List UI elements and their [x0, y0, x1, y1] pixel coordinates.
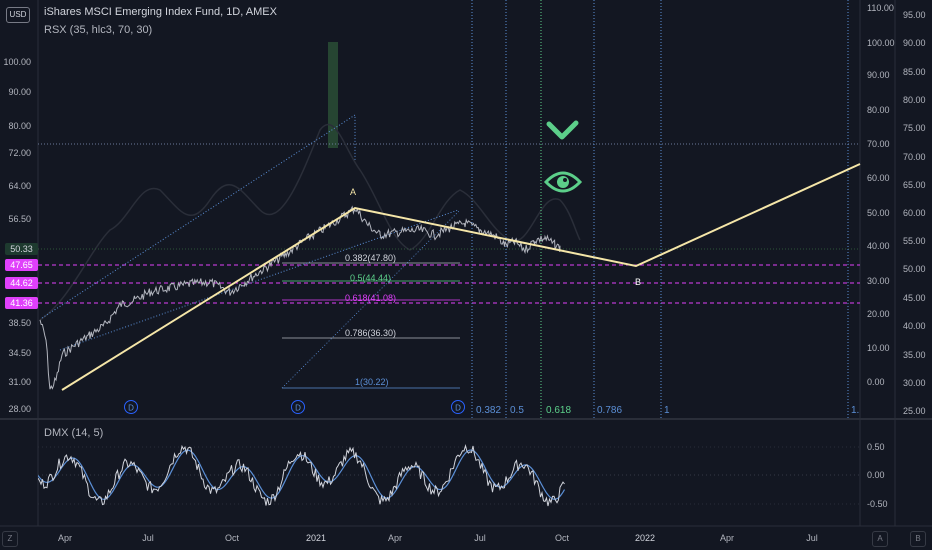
- rsx-axis-tick: 80.00: [867, 105, 890, 115]
- fib-time-label-05: 0.5: [510, 405, 524, 416]
- rsx-axis-tick: 0.00: [867, 377, 885, 387]
- right-axis-tick: 55.00: [903, 236, 926, 246]
- rsx-axis-tick: 40.00: [867, 241, 890, 251]
- right-axis-tick: 85.00: [903, 67, 926, 77]
- left-axis-tick: 28.00: [8, 404, 31, 414]
- dividend-marker-text: D: [455, 404, 461, 413]
- price-tag-bg: [5, 297, 38, 309]
- price-tag: 44.62: [10, 278, 33, 288]
- right-axis-tick: 40.00: [903, 321, 926, 331]
- time-axis-label: 2021: [306, 533, 326, 543]
- left-axis-tick: 100.00: [3, 57, 31, 67]
- fib-label-0786: 0.786(36.30): [345, 328, 396, 338]
- dmx-axis[interactable]: 0.50 0.00 -0.50: [867, 442, 888, 509]
- left-axis-tick: 64.00: [8, 181, 31, 191]
- symbol-title[interactable]: iShares MSCI Emerging Index Fund, 1D, AM…: [44, 6, 277, 18]
- left-axis-tick: 34.50: [8, 348, 31, 358]
- rsx-axis-tick: 50.00: [867, 208, 890, 218]
- price-tag: 41.36: [10, 298, 33, 308]
- time-axis-label: Oct: [225, 533, 240, 543]
- dmx-indicator-label[interactable]: DMX (14, 5): [44, 427, 104, 439]
- rsx-axis-tick: 100.00: [867, 38, 895, 48]
- left-axis-tick: 90.00: [8, 87, 31, 97]
- rsx-oscillator-line: [39, 123, 581, 321]
- right-axis-tick: 30.00: [903, 378, 926, 388]
- price-tag: 47.65: [10, 260, 33, 270]
- dividend-marker[interactable]: D: [291, 400, 305, 414]
- fib-label-1: 1(30.22): [355, 377, 389, 387]
- right-axis-tick: 70.00: [903, 152, 926, 162]
- rsx-axis-tick: 110.00: [867, 3, 894, 13]
- price-tag-bg: [5, 259, 38, 271]
- rsx-axis[interactable]: 110.00 100.00 90.00 80.00 70.00 60.00 50.00 40.…: [867, 3, 895, 387]
- left-axis-tick: 72.00: [8, 148, 31, 158]
- dividend-marker[interactable]: D: [124, 400, 138, 414]
- right-axis-tick: 50.00: [903, 264, 926, 274]
- left-axis-tick: 38.50: [8, 318, 31, 328]
- check-icon: [546, 120, 579, 140]
- right-axis-tick: 75.00: [903, 123, 926, 133]
- time-axis-label: Jul: [142, 533, 154, 543]
- wave-label-b: B: [635, 277, 641, 287]
- fib-time-label-0786: 0.786: [597, 405, 622, 416]
- trend-channel: [41, 114, 459, 351]
- right-axis-tick: 90.00: [903, 38, 926, 48]
- time-axis-label: Apr: [58, 533, 72, 543]
- corner-z-button[interactable]: Z: [2, 531, 18, 547]
- time-axis[interactable]: Apr Jul Oct 2021 Apr Jul Oct 2022 Apr Jul: [58, 533, 818, 543]
- right-axis-tick: 80.00: [903, 95, 926, 105]
- price-tag: 50.33: [10, 244, 33, 254]
- dividend-marker-text: D: [295, 404, 301, 413]
- rsx-axis-tick: 10.00: [867, 343, 890, 353]
- corner-b-button[interactable]: B: [910, 531, 926, 547]
- fib-time-label-0382: 0.382: [476, 405, 501, 416]
- time-axis-label: Jul: [474, 533, 486, 543]
- right-axis-tick: 95.00: [903, 10, 926, 20]
- dmx-axis-tick: 0.00: [867, 470, 885, 480]
- price-tag-bg: [5, 277, 38, 289]
- dividend-marker-text: D: [128, 404, 134, 413]
- wave-label-a: A: [350, 187, 356, 197]
- time-axis-label: Oct: [555, 533, 570, 543]
- eye-icon: [543, 171, 583, 193]
- rsx-axis-tick: 30.00: [867, 276, 890, 286]
- left-axis-tick: 31.00: [8, 377, 31, 387]
- fib-time-label-1: 1: [664, 405, 670, 416]
- left-price-axis[interactable]: 100.00 90.00 80.00 72.00 64.00 56.50 38.50 34.5…: [3, 57, 31, 414]
- right-price-axis[interactable]: 95.00 90.00 85.00 80.00 75.00 70.00 65.00 60.00…: [903, 10, 926, 416]
- right-axis-tick: 65.00: [903, 180, 926, 190]
- corner-a-button[interactable]: A: [872, 531, 888, 547]
- currency-badge[interactable]: USD: [6, 7, 30, 23]
- left-axis-tick: 56.50: [8, 214, 31, 224]
- right-axis-tick: 60.00: [903, 208, 926, 218]
- rsx-axis-tick: 20.00: [867, 309, 890, 319]
- fib-time-label-0618: 0.618: [546, 405, 571, 416]
- rsx-overbought-bar: [328, 42, 338, 148]
- dividend-marker[interactable]: D: [451, 400, 465, 414]
- rsx-indicator-label[interactable]: RSX (35, hlc3, 70, 30): [44, 24, 153, 36]
- fib-label-0618: 0.618(41.08): [345, 293, 396, 303]
- right-axis-tick: 35.00: [903, 350, 926, 360]
- fib-label-0382: 0.382(47.80): [345, 253, 396, 263]
- time-axis-label: Apr: [388, 533, 402, 543]
- price-tags: 50.33 47.65 44.62 41.36: [5, 243, 38, 309]
- dmx-axis-tick: 0.50: [867, 442, 885, 452]
- right-axis-tick: 45.00: [903, 293, 926, 303]
- time-axis-label: Jul: [806, 533, 818, 543]
- rsx-axis-tick: 60.00: [867, 173, 890, 183]
- time-axis-label: Apr: [720, 533, 734, 543]
- fib-label-05: 0.5(44.44): [350, 273, 391, 283]
- fib-time-label-1b: 1.: [851, 405, 859, 416]
- time-axis-label: 2022: [635, 533, 655, 543]
- price-tag-bg: [5, 243, 38, 255]
- rsx-axis-tick: 90.00: [867, 70, 890, 80]
- dmx-axis-tick: -0.50: [867, 499, 888, 509]
- left-axis-tick: 80.00: [8, 121, 31, 131]
- rsx-axis-tick: 70.00: [867, 139, 890, 149]
- right-axis-tick: 25.00: [903, 406, 926, 416]
- elliott-wave-lines: [61, 163, 861, 391]
- dmx-main-line: [38, 443, 565, 507]
- fib-time-zones: [471, 0, 849, 418]
